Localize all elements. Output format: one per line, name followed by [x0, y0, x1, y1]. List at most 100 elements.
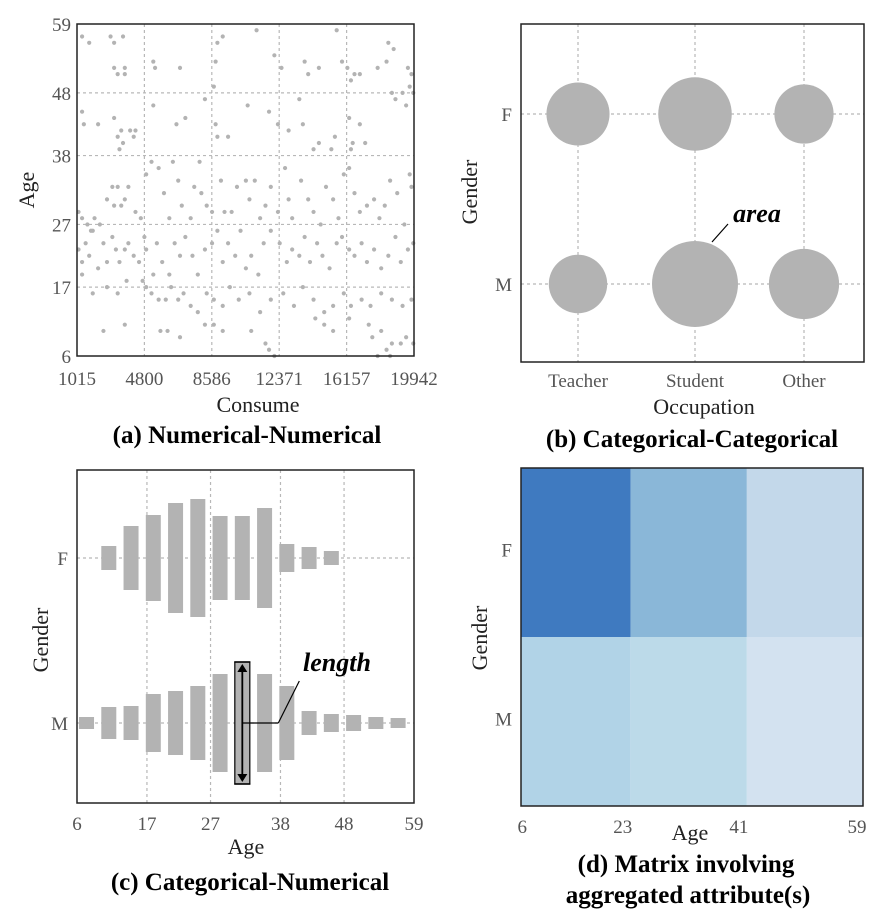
scatter-point [131, 134, 136, 139]
scatter-point [357, 72, 362, 77]
scatter-point [218, 178, 224, 183]
scatter-point [176, 297, 181, 302]
scatter-point [331, 328, 336, 334]
scatter-point [225, 134, 231, 139]
scatter-point [211, 297, 216, 302]
bar-f [212, 516, 228, 600]
scatter-point [169, 284, 174, 290]
y-tick-label: 59 [52, 15, 71, 36]
scatter-point [352, 191, 357, 196]
scatter-point [261, 241, 266, 246]
x-tick-label: 41 [729, 817, 748, 838]
scatter-point [81, 122, 86, 127]
area-annotation-leader [711, 223, 729, 243]
scatter-point [197, 159, 202, 164]
scatter-point [115, 134, 120, 139]
scatter-point [87, 40, 92, 45]
scatter-point [318, 222, 323, 227]
x-axis-label-b: Occupation [653, 394, 754, 419]
scatter-point [275, 209, 281, 215]
bar-m [101, 707, 117, 739]
scatter-point [279, 65, 284, 70]
bar-m [323, 714, 339, 732]
scatter-point [302, 234, 307, 240]
scatter-point [140, 278, 145, 283]
y-tick-label: M [495, 710, 512, 731]
scatter-point [177, 253, 183, 258]
scatter-point [128, 128, 133, 133]
scatter-point [352, 72, 357, 77]
scatter-point [347, 316, 352, 321]
scatter-point [87, 253, 92, 258]
scatter-point [211, 84, 216, 89]
x-tick-label: 23 [613, 817, 632, 838]
y-tick-label: F [57, 549, 68, 570]
scatter-point [402, 222, 407, 227]
scatter-point [117, 259, 122, 265]
scatter-point [316, 140, 321, 146]
scatter-point [281, 291, 286, 296]
scatter-point [122, 247, 127, 252]
scatter-point [85, 222, 90, 227]
scatter-point [350, 140, 355, 146]
scatter-point [209, 241, 215, 246]
scatter-point [131, 253, 136, 258]
scatter-point [379, 328, 384, 334]
x-tick-label: Other [782, 371, 826, 392]
x-tick-label: 1015 [58, 369, 96, 390]
x-tick-label: 59 [405, 814, 424, 835]
scatter-point [339, 59, 345, 64]
scatter-point [149, 159, 154, 164]
scatter-point [347, 115, 352, 121]
scatter-point [347, 165, 352, 171]
scatter-point [405, 65, 411, 70]
scatter-point [220, 303, 225, 308]
scatter-point [245, 103, 250, 108]
scatter-point [306, 72, 311, 77]
scatter-point [243, 178, 248, 183]
scatter-point [144, 284, 149, 290]
scatter-point [286, 197, 291, 202]
x-axis-label-c: Age [228, 834, 265, 859]
scatter-point [108, 34, 113, 39]
scatter-point [112, 115, 117, 121]
scatter-point [348, 78, 354, 83]
scatter-point [341, 172, 346, 177]
scatter-point [104, 197, 110, 202]
scatter-point [400, 90, 405, 96]
scatter-point [161, 191, 167, 196]
scatter-point [323, 184, 329, 189]
y-axis-label-a: Age [14, 172, 39, 209]
scatter-point [97, 222, 102, 227]
scatter-point [202, 247, 208, 252]
y-tick-label: 27 [52, 215, 71, 236]
x-tick-label: Teacher [548, 371, 609, 392]
x-tick-label: 38 [271, 814, 290, 835]
scatter-point [297, 97, 302, 102]
scatter-point [204, 203, 209, 208]
y-tick-label: M [495, 275, 512, 296]
scatter-point [316, 65, 321, 70]
scatter-point [90, 228, 95, 233]
caption-d-line2: aggregated attribute(s) [566, 882, 811, 909]
bar-f [323, 551, 339, 565]
scatter-point [225, 241, 231, 246]
scatter-point [258, 216, 263, 221]
scatter-point [409, 184, 414, 189]
heatmap-cell-f-0 [521, 468, 631, 637]
scatter-point [357, 209, 362, 215]
caption-c: (c) Categorical-Numerical [111, 869, 389, 896]
y-tick-label: 17 [52, 278, 71, 299]
scatter-point [177, 335, 183, 340]
scatter-point [115, 291, 120, 296]
bubble-m-other [768, 248, 840, 320]
scatter-point [327, 266, 332, 271]
scatter-point [79, 216, 85, 221]
scatter-point [386, 40, 391, 45]
bar-m [145, 694, 161, 752]
bar-m [279, 686, 295, 760]
scatter-point [220, 34, 225, 39]
scatter-point [268, 184, 273, 189]
scatter-point [298, 178, 304, 183]
